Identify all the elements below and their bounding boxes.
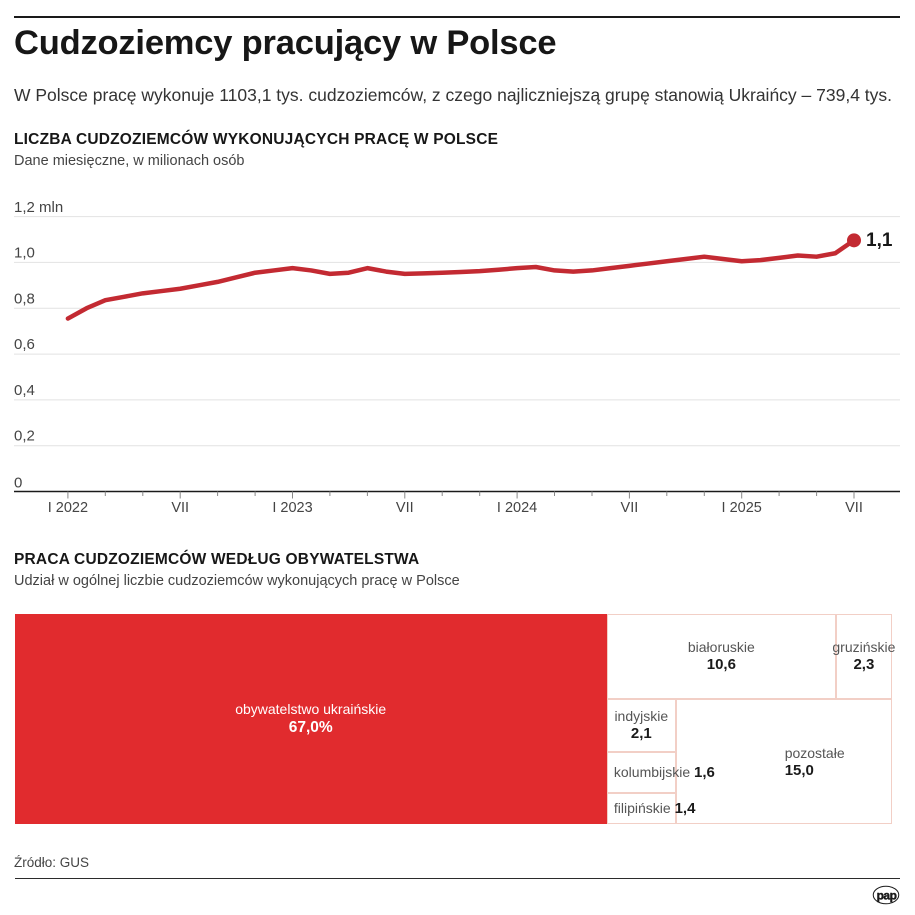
svg-text:1,1: 1,1 — [866, 230, 893, 251]
svg-text:I 2025: I 2025 — [722, 500, 762, 516]
svg-text:VII: VII — [396, 500, 414, 516]
svg-text:0,6: 0,6 — [14, 336, 35, 353]
svg-text:I 2023: I 2023 — [272, 500, 312, 516]
svg-text:pap: pap — [877, 889, 897, 903]
svg-text:0,4: 0,4 — [14, 382, 35, 399]
svg-text:I 2022: I 2022 — [48, 500, 88, 516]
svg-text:VII: VII — [621, 500, 639, 516]
svg-text:0,2: 0,2 — [14, 428, 35, 445]
svg-text:VII: VII — [845, 500, 863, 516]
svg-text:I 2024: I 2024 — [497, 500, 537, 516]
svg-text:0,8: 0,8 — [14, 290, 35, 307]
svg-text:0: 0 — [14, 475, 22, 492]
svg-text:1,0: 1,0 — [14, 245, 35, 262]
svg-text:VII: VII — [171, 500, 189, 516]
svg-text:1,2 mln: 1,2 mln — [14, 200, 63, 216]
